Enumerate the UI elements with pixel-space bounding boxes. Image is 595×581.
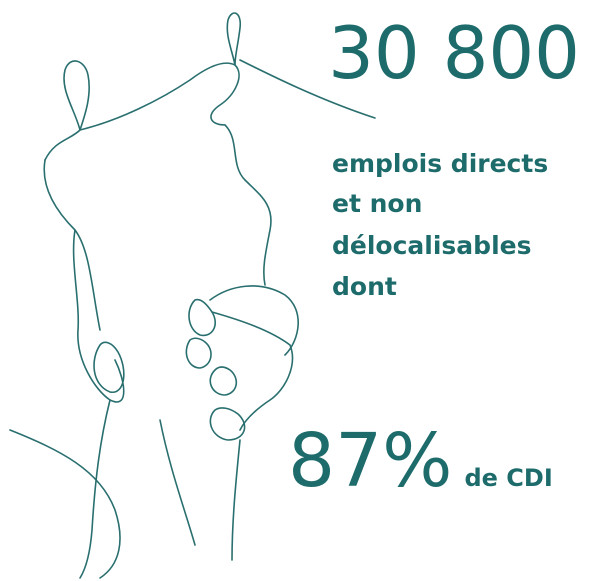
description-line: emplois directs <box>332 149 548 178</box>
share-label: de CDI <box>464 464 552 492</box>
hands-line-art <box>9 12 376 579</box>
headline-description: emplois directs et non délocalisables do… <box>332 149 548 301</box>
share-number: 87% <box>288 418 452 504</box>
description-line: et non <box>332 189 422 218</box>
description-line: délocalisables <box>332 231 531 260</box>
description-line: dont <box>332 272 397 301</box>
headline-number: 30 800 <box>328 11 580 95</box>
